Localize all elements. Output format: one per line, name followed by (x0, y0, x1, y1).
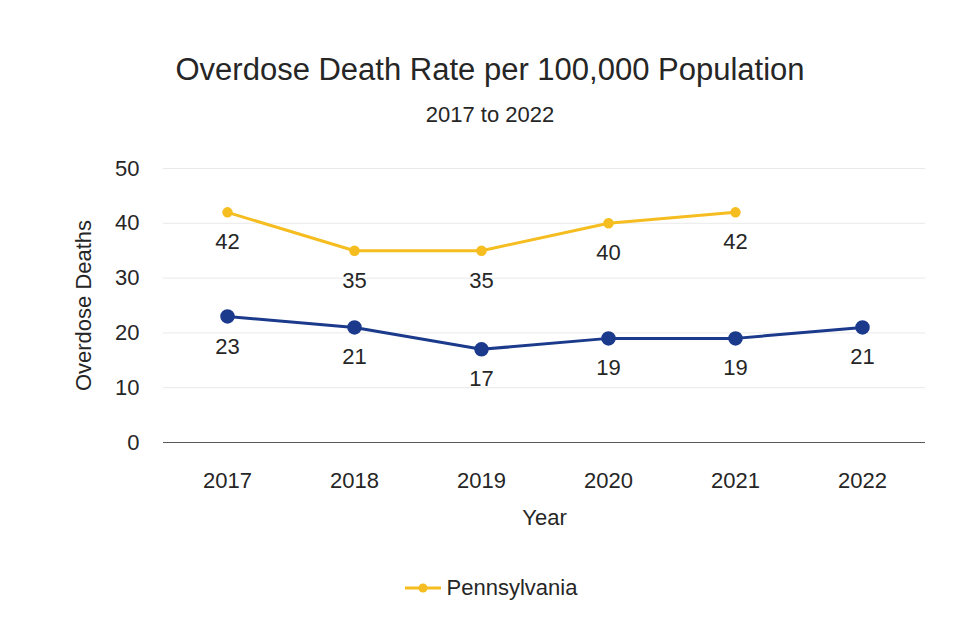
svg-text:Overdose Deaths: Overdose Deaths (71, 220, 96, 391)
svg-text:42: 42 (215, 229, 239, 254)
svg-text:2017: 2017 (203, 468, 252, 493)
svg-text:2022: 2022 (838, 468, 887, 493)
svg-text:21: 21 (850, 344, 874, 369)
svg-text:0: 0 (127, 430, 139, 455)
svg-text:35: 35 (342, 268, 366, 293)
html-text:Pennsylvania: Pennsylvania (446, 575, 578, 600)
svg-text:2021: 2021 (711, 468, 760, 493)
svg-text:Year: Year (522, 505, 566, 530)
svg-text:21: 21 (342, 344, 366, 369)
html-text:Overdose Death Rate per 100,00: Overdose Death Rate per 100,000 Populati… (175, 52, 805, 87)
svg-text:17: 17 (469, 366, 493, 391)
svg-text:35: 35 (469, 268, 493, 293)
svg-text:2018: 2018 (330, 468, 379, 493)
svg-text:30: 30 (115, 265, 139, 290)
svg-text:50: 50 (115, 156, 139, 181)
svg-text:10: 10 (115, 375, 139, 400)
html-text:2017 to 2022: 2017 to 2022 (425, 102, 555, 127)
svg-text:19: 19 (723, 355, 747, 380)
svg-text:40: 40 (596, 240, 620, 265)
svg-text:40: 40 (115, 210, 139, 235)
svg-text:20: 20 (115, 320, 139, 345)
svg-text:2019: 2019 (457, 468, 506, 493)
svg-text:42: 42 (723, 229, 747, 254)
svg-text:19: 19 (596, 355, 620, 380)
svg-text:2020: 2020 (584, 468, 633, 493)
svg-text:23: 23 (215, 334, 239, 359)
